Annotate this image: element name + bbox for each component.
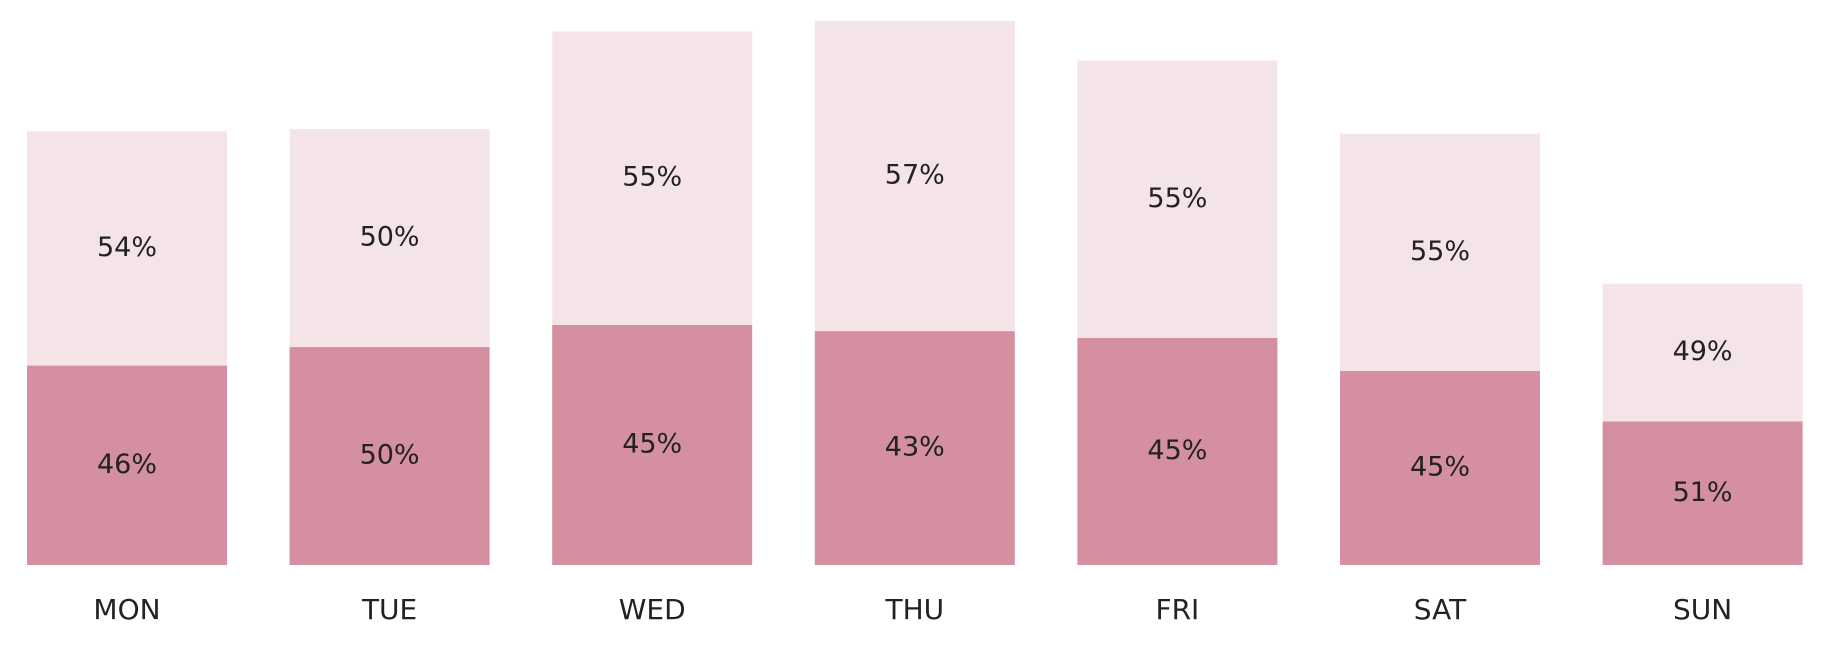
value-label: 45%	[1147, 435, 1207, 466]
bar-segment	[289, 129, 490, 348]
x-tick-label: WED	[619, 593, 686, 626]
bar-segment	[552, 324, 753, 565]
x-tick-label: TUE	[361, 593, 417, 626]
bar-segment	[1602, 283, 1803, 422]
x-tick-label: SUN	[1673, 593, 1732, 626]
bar-segment	[1077, 60, 1278, 338]
bar-segment	[27, 365, 227, 565]
value-label: 54%	[97, 232, 157, 263]
value-label: 43%	[885, 432, 945, 463]
bar-segment	[814, 21, 1015, 332]
bar-segment	[552, 31, 753, 325]
x-tick-label: THU	[884, 593, 944, 626]
x-tick-label: MON	[93, 593, 160, 626]
value-label: 55%	[622, 162, 682, 193]
bar-segment	[1077, 337, 1278, 565]
bar-segment	[1602, 421, 1803, 565]
bar-segment	[1340, 133, 1540, 371]
value-label: 50%	[360, 440, 420, 471]
bar-segment	[814, 331, 1015, 565]
value-label: 45%	[1410, 451, 1470, 482]
x-tick-label: SAT	[1414, 593, 1467, 626]
value-label: 45%	[622, 428, 682, 459]
bar-segment	[289, 347, 490, 565]
value-label: 55%	[1147, 183, 1207, 214]
value-label: 46%	[97, 449, 157, 480]
value-label: 49%	[1673, 336, 1733, 367]
value-label: 51%	[1673, 477, 1733, 508]
value-label: 55%	[1410, 236, 1470, 267]
value-label: 57%	[885, 160, 945, 191]
value-label: 50%	[360, 222, 420, 253]
bar-segment	[27, 131, 227, 366]
bar-segment	[1340, 370, 1540, 565]
x-tick-label: FRI	[1155, 593, 1199, 626]
